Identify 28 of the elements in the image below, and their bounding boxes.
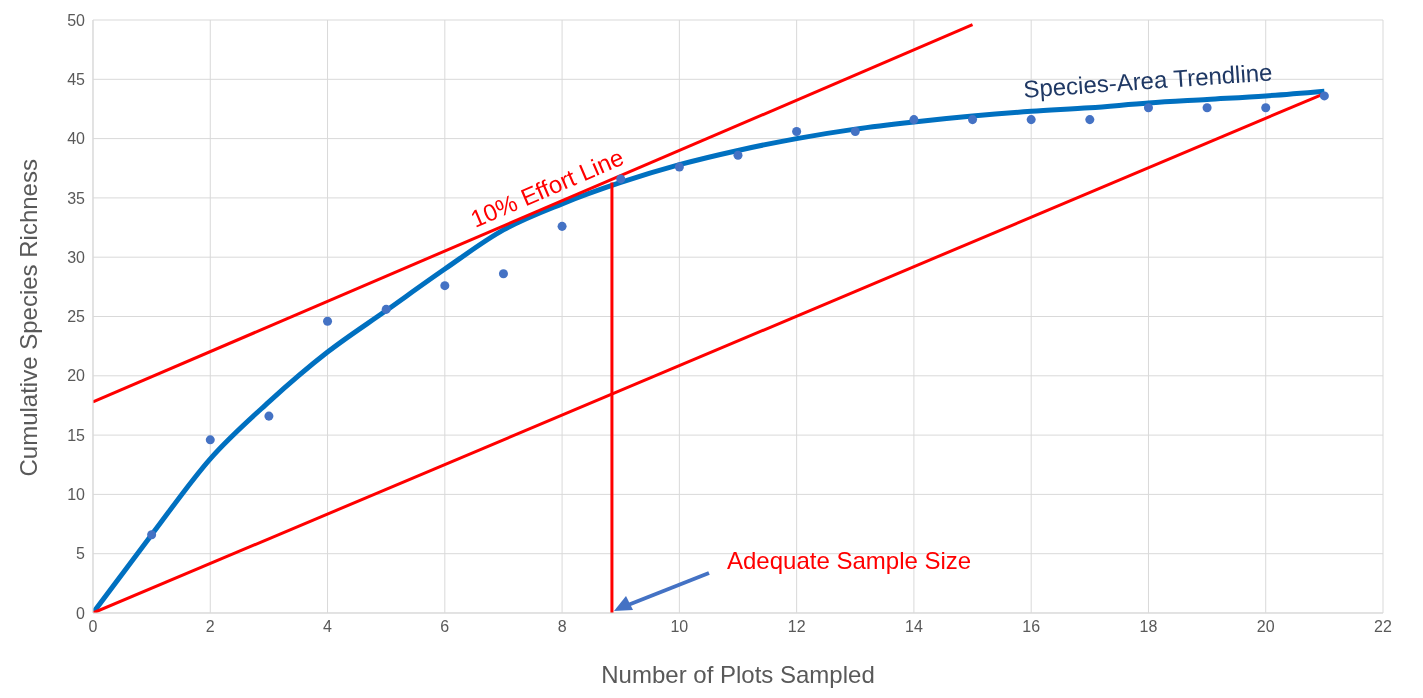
y-tick-label: 10: [67, 486, 86, 504]
x-tick-label: 2: [205, 618, 215, 636]
x-tick-label: 10: [670, 618, 689, 636]
x-tick-label: 0: [88, 618, 98, 636]
x-tick-label: 6: [440, 618, 450, 636]
x-tick-label: 18: [1139, 618, 1158, 636]
y-tick-label: 40: [67, 130, 86, 148]
x-tick-label: 22: [1374, 618, 1392, 636]
series-label: Species-Area Trendline: [1022, 58, 1274, 103]
text: 10% Effort Line: [466, 143, 628, 233]
y-tick-label: 30: [67, 248, 86, 266]
x-tick-label: 16: [1022, 618, 1041, 636]
y-axis-title: Cumulative Species Richness: [14, 159, 42, 477]
y-tick-label: 0: [76, 604, 86, 622]
x-tick-label: 12: [787, 618, 806, 636]
y-tick-label: 50: [67, 11, 86, 29]
y-tick-label: 35: [67, 189, 86, 207]
x-tick-label: 20: [1256, 618, 1275, 636]
y-tick-label: 20: [67, 367, 86, 385]
y-tick-label: 15: [67, 426, 86, 444]
x-axis-title: Number of Plots Sampled: [601, 661, 875, 688]
x-tick-label: 4: [323, 618, 333, 636]
x-tick-label: 8: [557, 618, 567, 636]
y-tick-label: 5: [76, 545, 86, 563]
y-tick-label: 45: [67, 70, 86, 88]
x-tick-label: 14: [905, 618, 923, 636]
y-tick-label: 25: [67, 308, 86, 326]
annotation: Adequate Sample Size: [727, 547, 972, 574]
